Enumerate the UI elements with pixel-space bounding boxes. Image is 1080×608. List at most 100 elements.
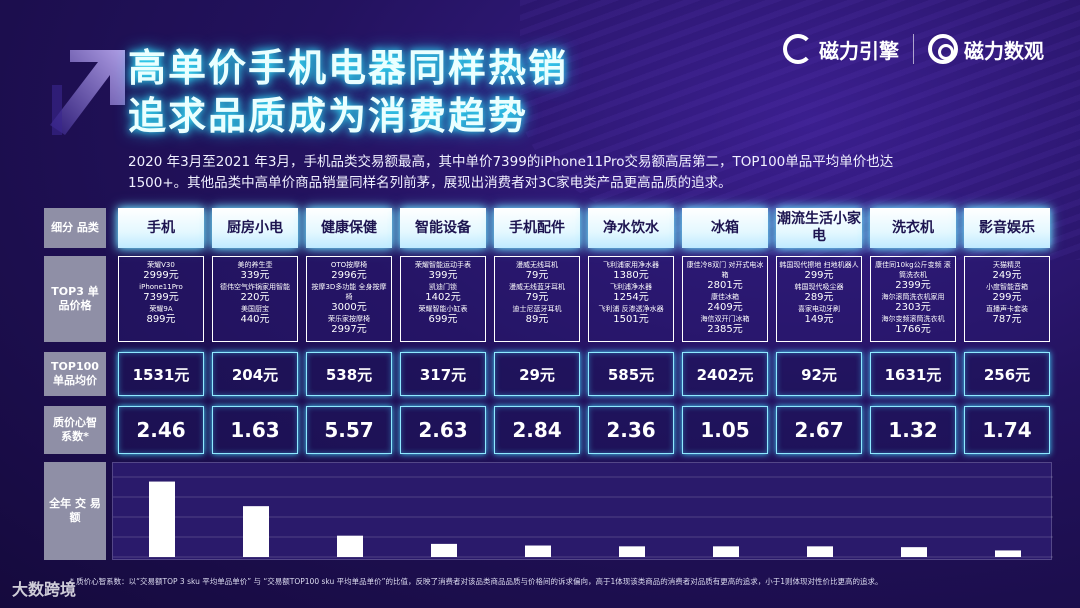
quality-index: 2.67 <box>776 406 862 454</box>
top3-item: 直播声卡套装 <box>986 305 1028 313</box>
volume-bar <box>807 546 833 557</box>
top100-avg: 204元 <box>212 352 298 396</box>
top3-price: 899元 <box>146 314 176 325</box>
top3-box: 康佳冷8双门 对开式电冰箱 2801元 康佳冰箱 2409元 海信双开门冰箱 2385元 <box>682 256 768 342</box>
top3-price: 299元 <box>804 270 834 281</box>
quality-index: 1.32 <box>870 406 956 454</box>
top3-box: 天猫精灵 249元小度智能音箱 299元直播声卡套装 787元 <box>964 256 1050 342</box>
quality-index: 2.84 <box>494 406 580 454</box>
top3-price: 2997元 <box>331 324 367 335</box>
top3-box: 美的养生壶 339元 德伟空气炸锅家用智能 220元 美国厨宝 440元 <box>212 256 298 342</box>
volume-chart <box>112 462 1053 560</box>
row-label-category: 细分 品类 <box>44 208 106 248</box>
top3-price: 699元 <box>428 314 458 325</box>
top3-price: 1501元 <box>613 314 649 325</box>
row-label-top100: TOP100 单品均价 <box>44 352 106 396</box>
category-header: 手机 <box>118 208 204 248</box>
top3-item: 康佳冰箱 <box>711 293 739 301</box>
category-header: 洗衣机 <box>870 208 956 248</box>
top3-item: 美的养生壶 <box>237 261 273 269</box>
top3-price: 2801元 <box>707 280 743 291</box>
category-header: 手机配件 <box>494 208 580 248</box>
quality-index: 2.46 <box>118 406 204 454</box>
volume-bar <box>149 481 175 557</box>
top100-avg: 538元 <box>306 352 392 396</box>
top3-item: 迪士尼蓝牙耳机 <box>512 305 562 313</box>
top3-item: 喜家电动牙刷 <box>798 305 840 313</box>
top3-price: 3000元 <box>331 302 367 313</box>
page-title: 高单价手机电器同样热销 追求品质成为消费趋势 <box>128 44 568 140</box>
top3-price: 1402元 <box>425 292 461 303</box>
logo-engine-label: 磁力引擎 <box>819 38 899 63</box>
watermark: 大数跨境 <box>12 580 77 599</box>
category-header: 影音娱乐 <box>964 208 1050 248</box>
top3-box: 漫威无线耳机 79元 漫威无线蓝牙耳机 79元 迪士尼蓝牙耳机 89元 <box>494 256 580 342</box>
title-line-1: 高单价手机电器同样热销 <box>128 46 569 90</box>
logo-insight: 磁力数观 <box>928 34 1044 64</box>
top3-item: 韩国现代擦地 扫地机器人 <box>779 261 859 269</box>
logo-engine: 磁力引擎 <box>783 34 899 64</box>
top3-box: 飞利浦家用净水器 1380元 飞利浦净水器 1254元 飞利浦 反渗透净水器 1501元 <box>588 256 674 342</box>
top3-price: 787元 <box>992 314 1022 325</box>
top3-item: 美国厨宝 <box>241 305 269 313</box>
top100-avg: 317元 <box>400 352 486 396</box>
top100-avg: 29元 <box>494 352 580 396</box>
top3-item: 荣耀智能运动手表 <box>415 261 471 269</box>
volume-bar <box>337 535 363 557</box>
top3-item: 飞利浦净水器 <box>610 283 652 291</box>
quality-index: 1.74 <box>964 406 1050 454</box>
top3-price: 149元 <box>804 314 834 325</box>
top3-price: 1254元 <box>613 292 649 303</box>
volume-bar <box>619 546 645 557</box>
category-header: 健康保健 <box>306 208 392 248</box>
top3-item: 小度智能音箱 <box>986 283 1028 291</box>
logo-insight-label: 磁力数观 <box>964 38 1044 63</box>
top3-item: 漫威无线耳机 <box>516 261 558 269</box>
insight-logo-icon <box>928 34 958 64</box>
top3-box: 韩国现代擦地 扫地机器人 299元 韩国现代吸尘器 289元 喜家电动牙刷 149元 <box>776 256 862 342</box>
top3-item: 海尔变频滚筒洗衣机 <box>881 315 945 323</box>
top3-box: 荣耀智能运动手表 399元 凯迪门锁 1402元 荣耀智能小缸表 699元 <box>400 256 486 342</box>
category-header: 净水饮水 <box>588 208 674 248</box>
top3-price: 339元 <box>240 270 270 281</box>
volume-bar <box>243 506 269 557</box>
top3-item: 荣乐家按摩椅 <box>328 315 370 323</box>
top3-box: 康佳同10kg公斤变频 滚筒洗衣机 2399元 海尔滚筒洗衣机家用 2303元 海尔变频… <box>870 256 956 342</box>
top3-price: 89元 <box>525 314 549 325</box>
quality-index: 2.36 <box>588 406 674 454</box>
top3-price: 299元 <box>992 292 1022 303</box>
row-label-volume: 全年 交 易额 <box>44 462 106 560</box>
top3-item: 天猫精灵 <box>993 261 1021 269</box>
brand-logos: 磁力引擎 磁力数观 <box>783 34 1044 64</box>
top3-box: 荣耀V30 2999元 iPhone11Pro 7399元 荣耀9A 899元 <box>118 256 204 342</box>
arrow-icon <box>50 50 125 135</box>
quality-index: 2.63 <box>400 406 486 454</box>
top100-avg: 1531元 <box>118 352 204 396</box>
top3-item: 康佳同10kg公斤变频 滚筒洗衣机 <box>875 261 951 279</box>
top3-item: 德伟空气炸锅家用智能 <box>220 283 290 291</box>
quality-index: 5.57 <box>306 406 392 454</box>
volume-bar <box>525 545 551 557</box>
top3-price: 2996元 <box>331 270 367 281</box>
top100-avg: 92元 <box>776 352 862 396</box>
top3-item: 按摩3D多功能 全身按摩椅 <box>311 283 387 301</box>
top100-avg: 256元 <box>964 352 1050 396</box>
category-header: 厨房小电 <box>212 208 298 248</box>
volume-bar <box>995 550 1021 557</box>
row-label-index: 质价心智 系数* <box>44 406 106 454</box>
category-header: 冰箱 <box>682 208 768 248</box>
top3-item: iPhone11Pro <box>139 283 183 291</box>
footnote: * 质价心智系数：以“交易额TOP 3 sku 平均单品单价” 与 “交易额TO… <box>70 577 883 586</box>
top3-item: 海信双开门冰箱 <box>700 315 750 323</box>
description: 2020 年3月至2021 年3月，手机品类交易额最高，其中单价7399的iPh… <box>128 154 894 191</box>
title-line-2: 追求品质成为消费趋势 <box>128 94 529 138</box>
top3-price: 79元 <box>525 292 549 303</box>
logo-divider <box>913 34 914 64</box>
top3-price: 249元 <box>992 270 1022 281</box>
row-label-top3: TOP3 单品价格 <box>44 256 106 342</box>
top3-price: 220元 <box>240 292 270 303</box>
top3-price: 2385元 <box>707 324 743 335</box>
top3-item: 飞利浦家用净水器 <box>603 261 659 269</box>
top3-item: 漫威无线蓝牙耳机 <box>509 283 565 291</box>
top3-price: 2999元 <box>143 270 179 281</box>
